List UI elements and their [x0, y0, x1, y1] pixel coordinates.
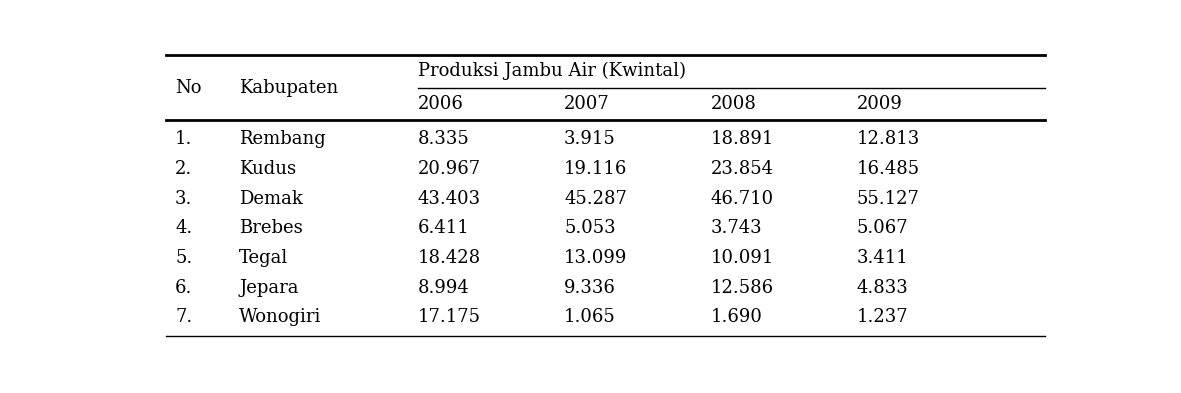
Text: 5.: 5.	[175, 249, 193, 267]
Text: 7.: 7.	[175, 309, 193, 327]
Text: 2009: 2009	[857, 95, 902, 113]
Text: 45.287: 45.287	[565, 190, 627, 208]
Text: Produksi Jambu Air (Kwintal): Produksi Jambu Air (Kwintal)	[418, 62, 686, 81]
Text: 12.813: 12.813	[857, 130, 920, 149]
Text: 2008: 2008	[711, 95, 756, 113]
Text: Kabupaten: Kabupaten	[239, 79, 339, 97]
Text: 10.091: 10.091	[711, 249, 774, 267]
Text: Rembang: Rembang	[239, 130, 326, 149]
Text: 8.994: 8.994	[418, 279, 469, 297]
Text: 5.053: 5.053	[565, 219, 615, 237]
Text: 1.065: 1.065	[565, 309, 615, 327]
Text: 13.099: 13.099	[565, 249, 627, 267]
Text: 6.: 6.	[175, 279, 193, 297]
Text: Kudus: Kudus	[239, 160, 296, 178]
Text: 1.237: 1.237	[857, 309, 908, 327]
Text: 4.833: 4.833	[857, 279, 908, 297]
Text: 55.127: 55.127	[857, 190, 920, 208]
Text: 3.743: 3.743	[711, 219, 762, 237]
Text: 9.336: 9.336	[565, 279, 616, 297]
Text: 6.411: 6.411	[418, 219, 469, 237]
Text: Tegal: Tegal	[239, 249, 288, 267]
Text: 3.915: 3.915	[565, 130, 615, 149]
Text: 1.690: 1.690	[711, 309, 763, 327]
Text: 19.116: 19.116	[565, 160, 627, 178]
Text: 2.: 2.	[175, 160, 193, 178]
Text: 1.: 1.	[175, 130, 193, 149]
Text: 5.067: 5.067	[857, 219, 908, 237]
Text: 16.485: 16.485	[857, 160, 920, 178]
Text: 17.175: 17.175	[418, 309, 481, 327]
Text: 46.710: 46.710	[711, 190, 774, 208]
Text: Demak: Demak	[239, 190, 304, 208]
Text: No: No	[175, 79, 202, 97]
Text: 18.891: 18.891	[711, 130, 774, 149]
Text: 23.854: 23.854	[711, 160, 774, 178]
Text: 4.: 4.	[175, 219, 193, 237]
Text: Wonogiri: Wonogiri	[239, 309, 321, 327]
Text: 2007: 2007	[565, 95, 609, 113]
Text: 8.335: 8.335	[418, 130, 469, 149]
Text: 20.967: 20.967	[418, 160, 481, 178]
Text: 12.586: 12.586	[711, 279, 774, 297]
Text: 43.403: 43.403	[418, 190, 481, 208]
Text: Jepara: Jepara	[239, 279, 299, 297]
Text: 3.411: 3.411	[857, 249, 908, 267]
Text: 18.428: 18.428	[418, 249, 481, 267]
Text: 3.: 3.	[175, 190, 193, 208]
Text: Brebes: Brebes	[239, 219, 302, 237]
Text: 2006: 2006	[418, 95, 463, 113]
